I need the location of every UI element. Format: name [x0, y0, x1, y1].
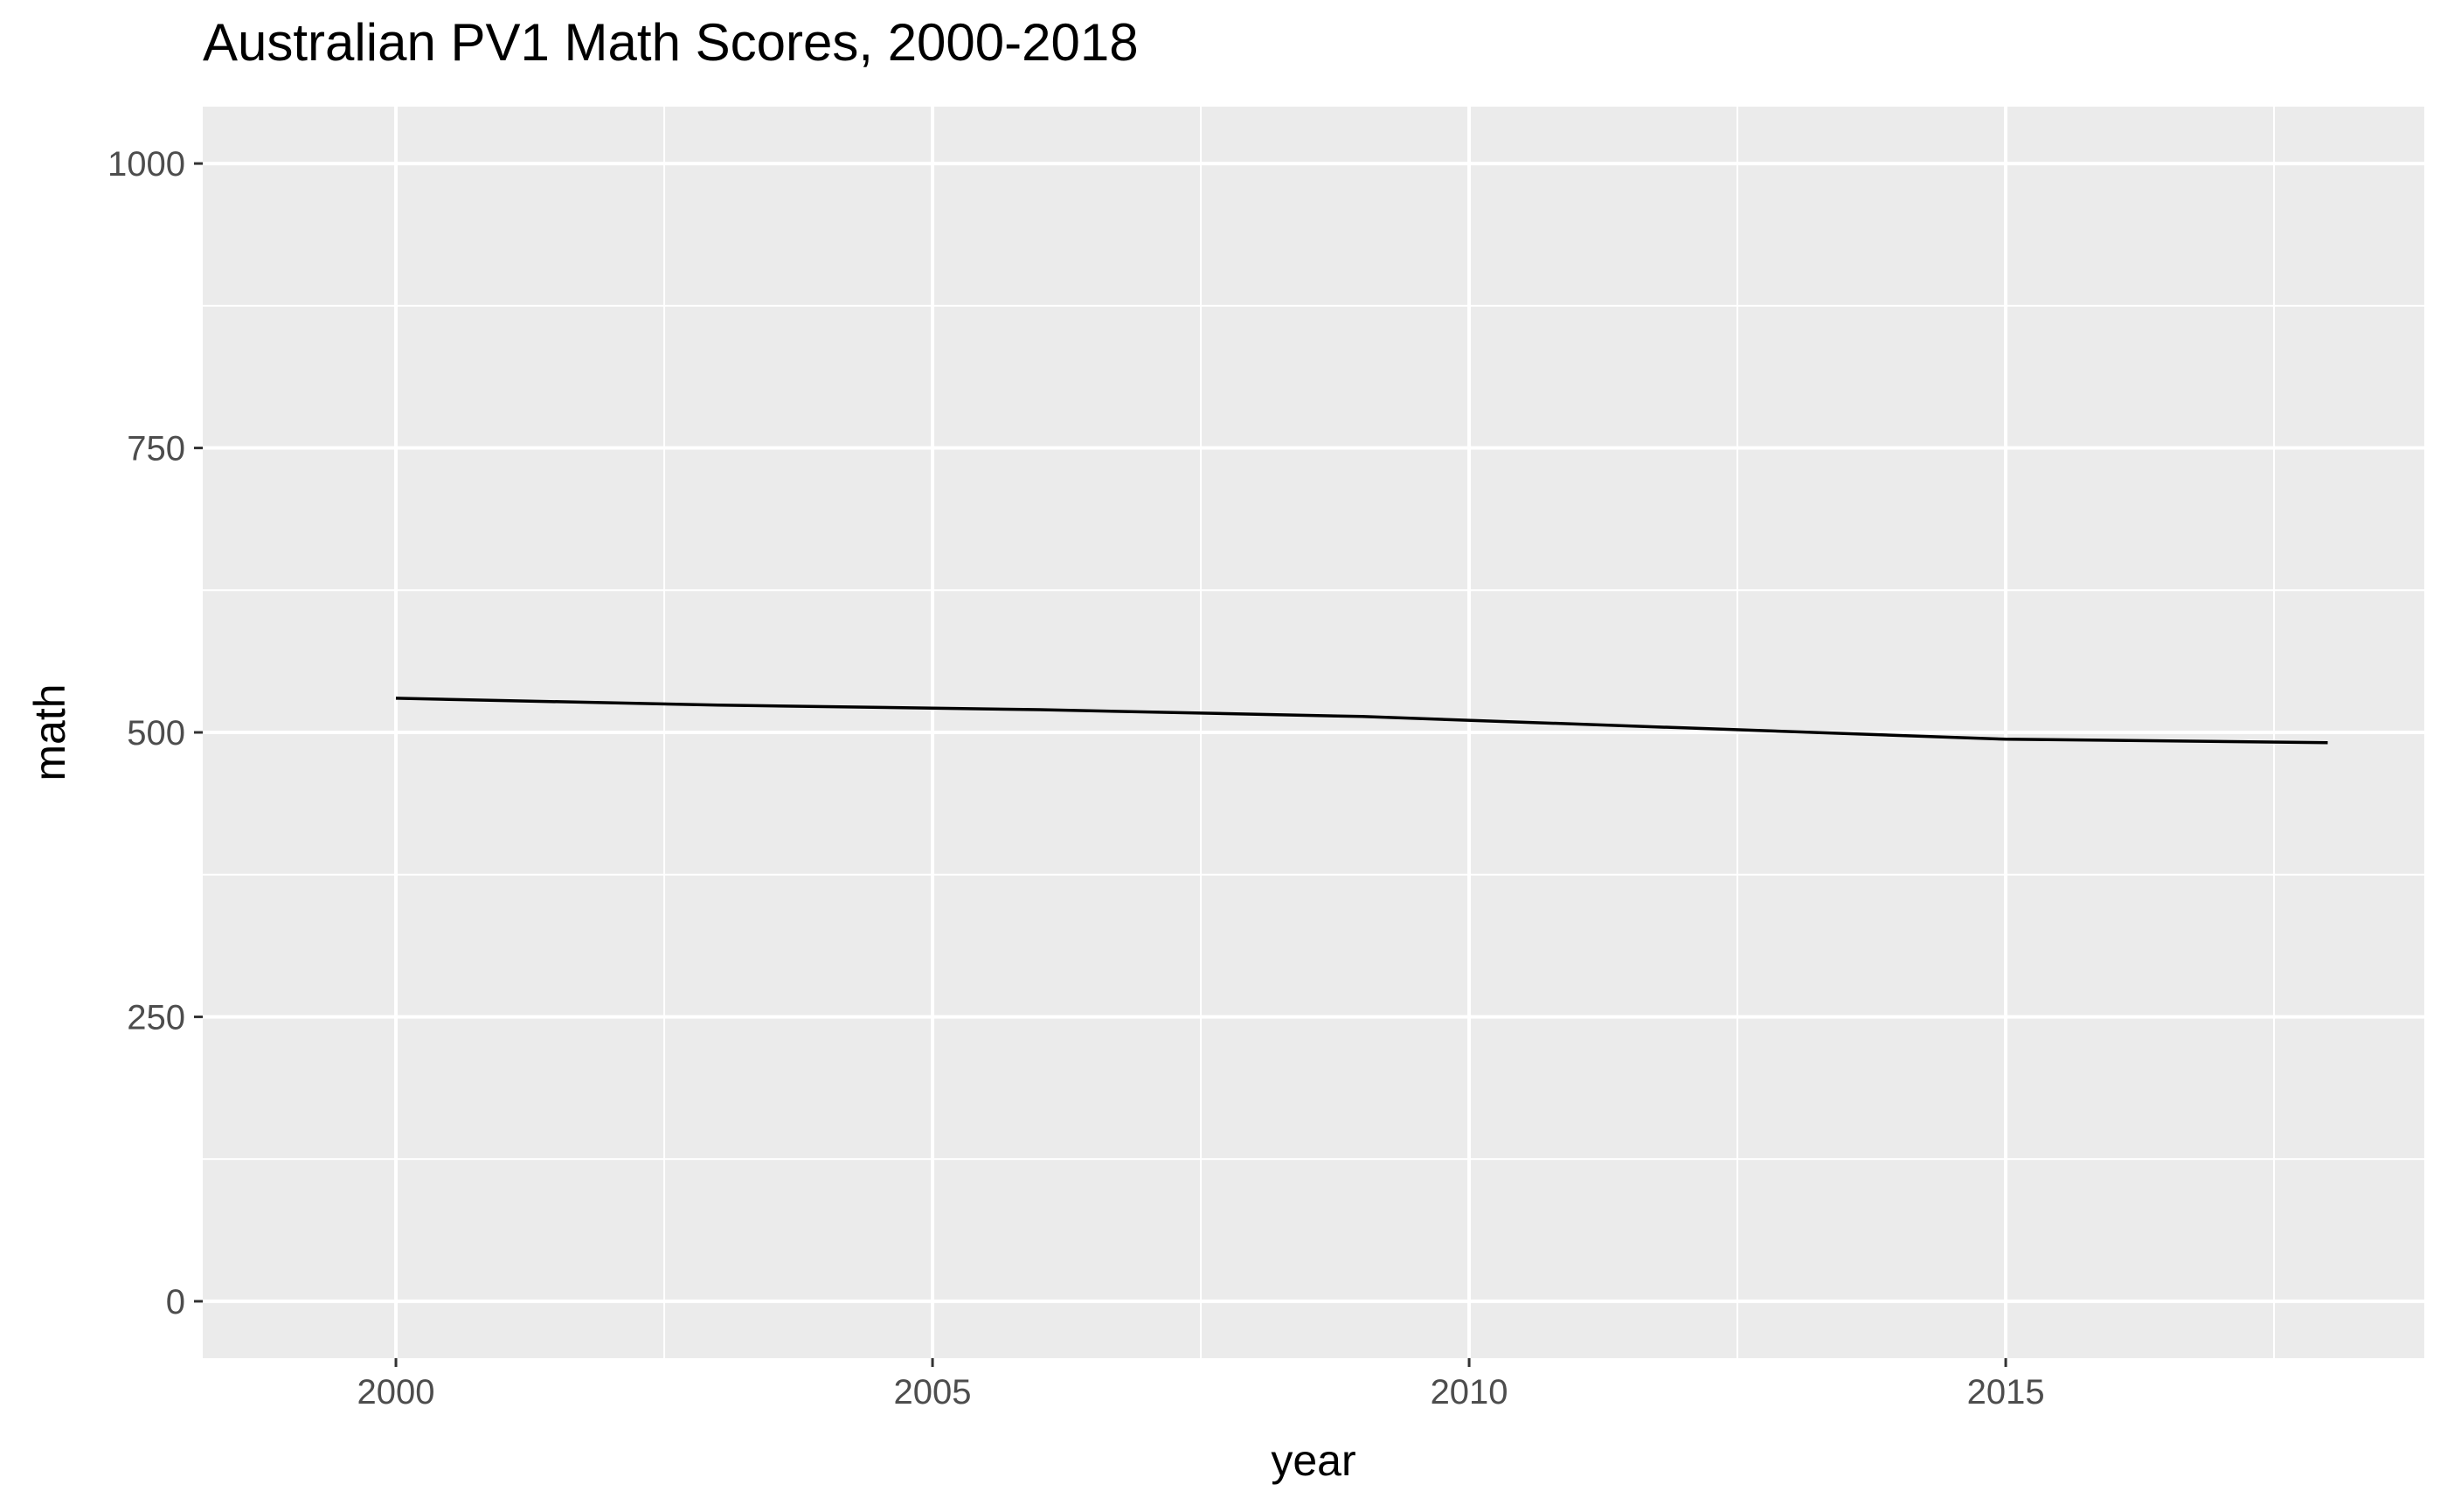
y-tick-label: 750: [127, 430, 185, 468]
minor-gridlines: [203, 107, 2424, 1358]
x-tick-label: 2010: [1431, 1373, 1508, 1411]
y-axis-title: math: [25, 683, 74, 780]
series-layer: [395, 697, 2328, 745]
y-tick-label: 1000: [107, 145, 185, 184]
x-tick-label: 2005: [894, 1373, 972, 1411]
y-axis-ticks: 0 250 500 750 1000: [107, 145, 203, 1321]
x-axis-ticks: 2000 2005 2010 2015: [357, 1358, 2045, 1411]
major-gridlines: [203, 107, 2424, 1358]
y-tick-label: 500: [127, 714, 185, 753]
y-tick-label: 0: [166, 1283, 185, 1321]
x-tick-label: 2000: [357, 1373, 435, 1411]
x-tick-label: 2015: [1967, 1373, 2045, 1411]
series-line-0: [395, 697, 2328, 745]
x-axis-title: year: [1271, 1436, 1355, 1485]
chart-title: Australian PV1 Math Scores, 2000-2018: [203, 13, 1139, 72]
y-tick-label: 250: [127, 998, 185, 1037]
